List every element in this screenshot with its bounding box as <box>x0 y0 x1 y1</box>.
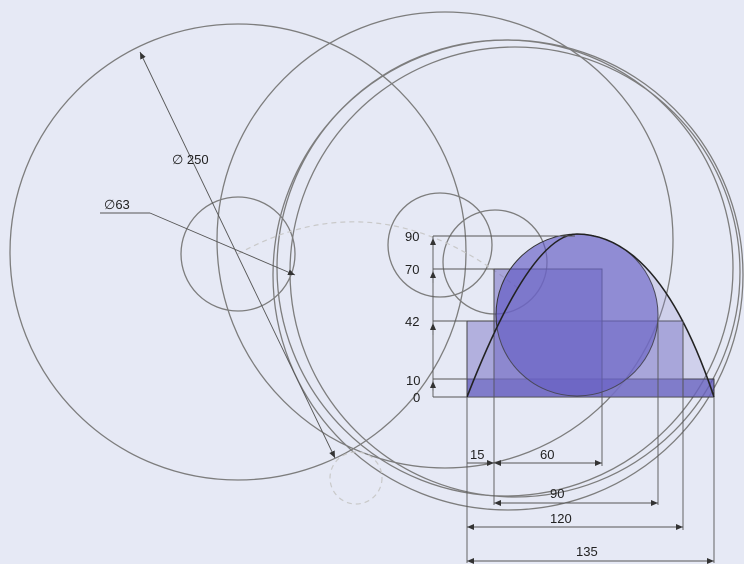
diameter-250-label: ∅ 250 <box>172 152 209 167</box>
circle-f <box>387 192 493 298</box>
circle-d <box>276 39 734 497</box>
h-dim-135-label: 135 <box>576 544 598 559</box>
construction-circle <box>329 451 383 505</box>
large-circle <box>9 23 467 481</box>
v-dim-42-label: 42 <box>405 314 419 329</box>
diameter-63-label: ∅63 <box>104 197 130 212</box>
v-dim-70-label: 70 <box>405 262 419 277</box>
h-dim-90-label: 90 <box>550 486 564 501</box>
v-dim-90-label: 90 <box>405 229 419 244</box>
h-dim-15-label: 15 <box>470 447 484 462</box>
v-dim-0-label: 0 <box>413 390 420 405</box>
v-dim-10-label: 10 <box>406 373 420 388</box>
h-dim-60-label: 60 <box>540 447 554 462</box>
profile-arch <box>466 233 715 398</box>
diameter-250-leader <box>139 51 336 459</box>
diameter-63-leader <box>149 212 296 276</box>
h-dim-120-label: 120 <box>550 511 572 526</box>
